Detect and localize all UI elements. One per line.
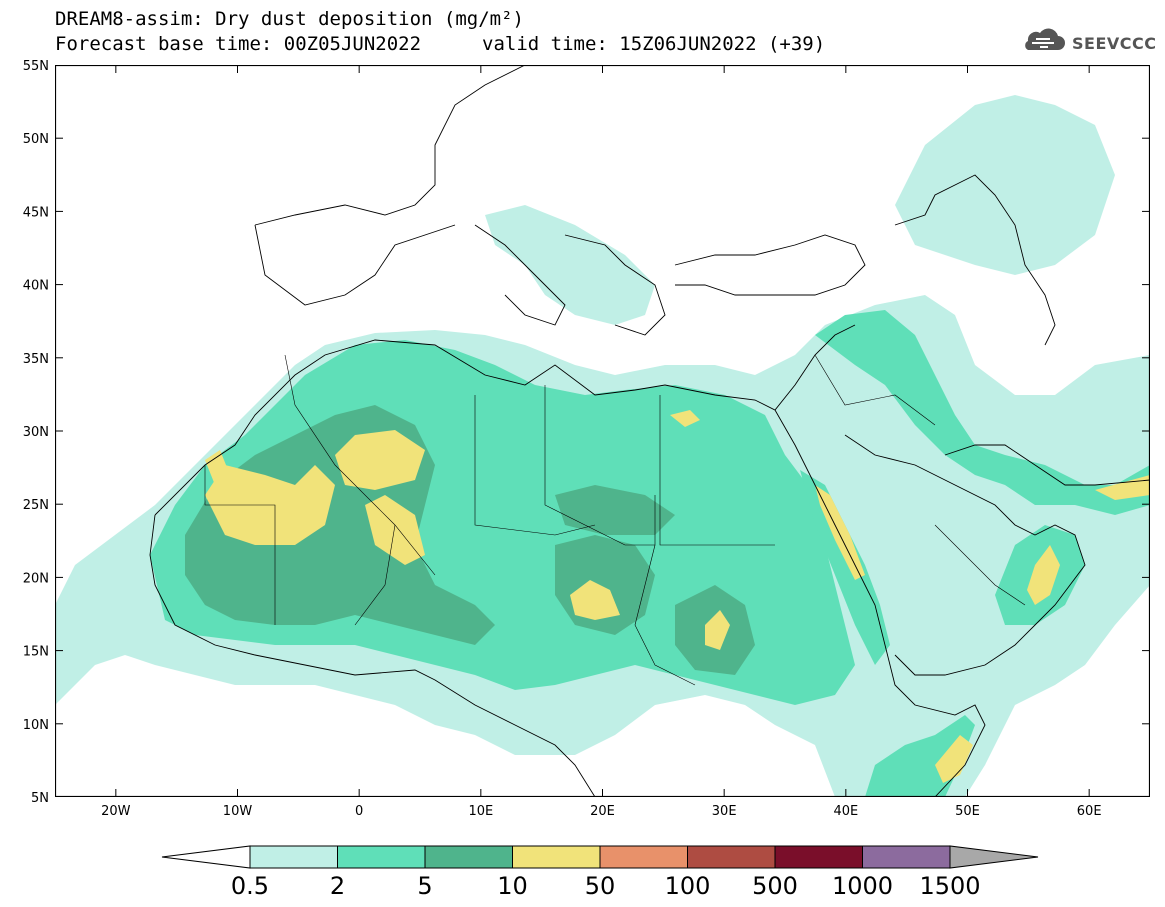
dust-level-4-oman xyxy=(1027,545,1060,605)
lon-label: 60E xyxy=(1077,804,1102,819)
colorbar-segment xyxy=(424,845,513,869)
map-title: DREAM8-assim: Dry dust deposition (mg/m²… xyxy=(55,8,524,30)
coastlines xyxy=(149,65,1150,797)
map-frame xyxy=(55,65,1150,797)
colorbar-segment xyxy=(599,845,688,869)
colorbar-label: 10 xyxy=(497,872,528,900)
lat-label: 30N xyxy=(23,425,49,440)
dust-level-3-libya xyxy=(555,485,675,535)
colorbar-label: 5 xyxy=(417,872,432,900)
colorbar-segment xyxy=(687,845,776,869)
lon-label: 0 xyxy=(355,804,363,819)
dust-level-1-north xyxy=(895,95,1115,275)
lat-label: 40N xyxy=(23,279,49,294)
dust-level-4-egypt xyxy=(670,410,700,427)
dust-level-1-balkans xyxy=(485,205,655,325)
lat-label: 20N xyxy=(23,571,49,586)
colorbar-segment xyxy=(512,845,601,869)
dust-level-4-westafrica xyxy=(205,450,230,485)
dust-deposition-map xyxy=(55,65,1150,797)
lat-label: 50N xyxy=(23,132,49,147)
dust-level-4-niger xyxy=(365,495,425,565)
forecast-base-time: Forecast base time: 00Z05JUN2022 xyxy=(55,33,422,55)
valid-time: valid time: 15Z06JUN2022 (+39) xyxy=(482,33,826,55)
colorbar-label: 0.5 xyxy=(231,872,269,900)
colorbar-label: 100 xyxy=(665,872,711,900)
colorbar-label: 1500 xyxy=(919,872,980,900)
colorbar-label: 2 xyxy=(330,872,345,900)
lat-label: 45N xyxy=(23,205,49,220)
colorbar-over-arrow xyxy=(949,845,1039,869)
dust-field xyxy=(55,95,1150,797)
colorbar-segment xyxy=(337,845,426,869)
lon-label: 40E xyxy=(833,804,858,819)
colorbar-label: 50 xyxy=(585,872,616,900)
lat-label: 5N xyxy=(31,791,49,806)
logo-text: SEEVCCC xyxy=(1072,33,1157,53)
lat-label: 25N xyxy=(23,498,49,513)
dust-level-4-redsea xyxy=(815,485,865,580)
borders xyxy=(204,354,1026,686)
colorbar: 0.5 2 5 10 50 100 500 1000 1500 xyxy=(161,845,1039,900)
dust-level-4-sudan xyxy=(705,610,730,650)
dust-level-2-redsea xyxy=(800,470,890,665)
seevccc-logo: SEEVCCC xyxy=(1018,28,1157,58)
lon-label: 10W xyxy=(223,804,253,819)
lon-label: 30E xyxy=(712,804,737,819)
colorbar-under-arrow xyxy=(161,845,251,869)
colorbar-label: 1000 xyxy=(832,872,893,900)
dust-level-4-somalia xyxy=(935,735,973,783)
lon-label: 50E xyxy=(955,804,980,819)
lon-label: 20W xyxy=(101,804,131,819)
cloud-icon xyxy=(1018,28,1068,58)
dust-level-4-algeria xyxy=(335,430,425,490)
dust-level-2-arabia xyxy=(815,310,1150,515)
lon-label: 20E xyxy=(590,804,615,819)
colorbar-segment xyxy=(774,845,863,869)
colorbar-segment xyxy=(862,845,951,869)
colorbar-label: 500 xyxy=(752,872,798,900)
lat-label: 55N xyxy=(23,59,49,74)
lat-label: 15N xyxy=(23,645,49,660)
lat-label: 10N xyxy=(23,718,49,733)
lon-label: 10E xyxy=(468,804,493,819)
dust-level-4-chad xyxy=(570,580,620,620)
lat-label: 35N xyxy=(23,352,49,367)
axis-ticks xyxy=(55,65,1150,797)
colorbar-segment xyxy=(249,845,338,869)
